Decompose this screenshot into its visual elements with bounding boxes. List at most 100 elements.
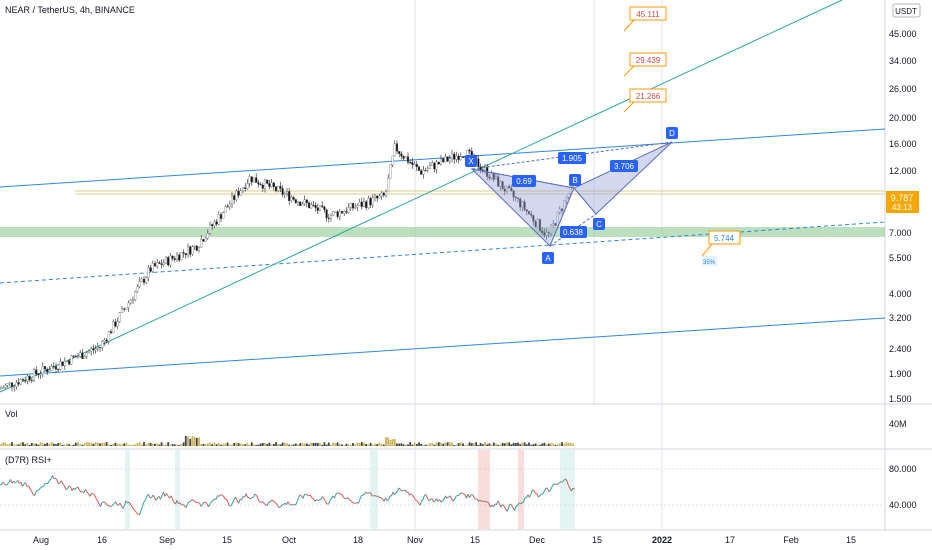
volume-bar (266, 444, 269, 446)
pattern-point-a[interactable]: A (542, 252, 554, 264)
rsi-segment (269, 499, 272, 503)
pattern-point-c[interactable]: C (593, 218, 605, 230)
rsi-segment (452, 499, 455, 502)
support-callout[interactable]: 5.744 35% (701, 230, 741, 266)
ratio-label-xd[interactable]: 1.905 (558, 152, 586, 164)
rsi-segment (517, 502, 520, 507)
rsi-segment (215, 495, 218, 500)
candle-body (358, 201, 361, 206)
candle-body (279, 186, 282, 189)
volume-bar (72, 444, 75, 446)
candle-body (65, 360, 69, 362)
rsi-segment (355, 502, 358, 504)
rsi-segment (211, 500, 214, 503)
volume-bar (233, 442, 236, 446)
volume-bar (59, 442, 62, 446)
time-tick-label: Sep (159, 535, 175, 545)
main-pane[interactable] (0, 0, 885, 404)
rsi-segment (503, 505, 506, 509)
candle-body (442, 158, 445, 163)
current-price-value: 9.787 (891, 193, 914, 203)
candle-body (140, 278, 143, 282)
currency-badge[interactable]: USDT (892, 3, 921, 18)
candle-body (294, 199, 297, 203)
volume-bar (371, 444, 374, 446)
volume-bar (517, 442, 519, 446)
price-axis[interactable]: 45.000 34.000 26.000 20.000 16.000 12.00… (889, 29, 917, 404)
time-tick-label: 16 (97, 535, 107, 545)
volume-bar (272, 443, 275, 446)
candle-body (477, 158, 480, 168)
pattern-ac-dashed[interactable] (549, 213, 597, 247)
candle-body (153, 263, 157, 267)
channel-upper-line[interactable] (0, 128, 886, 188)
rsi-signal-band (175, 450, 180, 529)
rsi-segment (116, 504, 119, 506)
rsi-segment (260, 501, 263, 503)
time-tick-label: 18 (353, 535, 363, 545)
ratio-label-ac[interactable]: 0.638 (560, 226, 587, 238)
volume-bar (162, 444, 165, 446)
candle-body (57, 368, 60, 371)
volume-bar (435, 442, 438, 446)
channel-lower-line[interactable] (0, 317, 886, 377)
volume-bar (448, 442, 451, 446)
time-axis[interactable]: Aug 16 Sep 15 Oct 18 Nov 15 Dec 15 2022 … (33, 535, 856, 545)
volume-bar (66, 443, 68, 446)
current-price-tag[interactable]: 9.787 43:13 (886, 191, 919, 213)
candle-body (360, 201, 363, 207)
pattern-point-d[interactable]: D (666, 127, 678, 139)
candle-body (444, 156, 447, 163)
volume-bar (52, 443, 55, 446)
candle-body (222, 212, 225, 219)
rsi-segment (487, 501, 490, 504)
rsi-segment (109, 505, 112, 508)
volume-bar (486, 444, 489, 446)
volume-bar (107, 444, 110, 446)
rsi-segment (223, 495, 226, 500)
candle-body (565, 196, 568, 201)
time-tick-label: Aug (33, 535, 49, 545)
volume-bar (121, 444, 123, 446)
rsi-segment (550, 486, 553, 491)
rsi-segment (197, 501, 200, 504)
volume-bar (382, 444, 385, 446)
support-percent: 35% (703, 260, 716, 266)
ratio-label-bd[interactable]: 3.706 (610, 160, 638, 172)
candle-body (138, 281, 141, 287)
candle-body (455, 155, 458, 160)
candle-body (26, 375, 29, 381)
volume-bar (385, 437, 387, 446)
target-callout[interactable]: 45.111 (623, 6, 667, 32)
volume-bar (455, 444, 458, 446)
volume-bar (523, 442, 526, 446)
candle-body (226, 206, 229, 208)
volume-bar (358, 442, 361, 446)
target-callout[interactable]: 29.439 (623, 52, 667, 77)
candle-body (24, 380, 27, 382)
trend-green-line[interactable] (0, 0, 843, 393)
volume-bar (330, 444, 332, 446)
support-zone[interactable] (0, 227, 885, 237)
rsi-segment (295, 501, 298, 506)
candle-body (501, 181, 504, 190)
pattern-point-x[interactable]: X (465, 155, 477, 167)
target-callout[interactable]: 21.266 (623, 88, 667, 113)
ratio-label-xb[interactable]: 0.69 (512, 175, 536, 187)
rsi-series (0, 450, 575, 529)
volume-bar (462, 443, 464, 446)
rsi-segment (278, 506, 281, 509)
candle-body (219, 214, 223, 219)
volume-bar (123, 443, 126, 446)
rsi-segment (532, 489, 535, 492)
candle-body (431, 162, 434, 167)
candle-body (508, 186, 511, 189)
volume-bar (503, 443, 506, 446)
candle-body (503, 188, 506, 192)
rsi-segment (104, 502, 107, 505)
candle-body (523, 201, 526, 210)
candle-body (420, 170, 423, 175)
pattern-point-b[interactable]: B (569, 174, 581, 186)
rsi-segment (181, 504, 184, 506)
